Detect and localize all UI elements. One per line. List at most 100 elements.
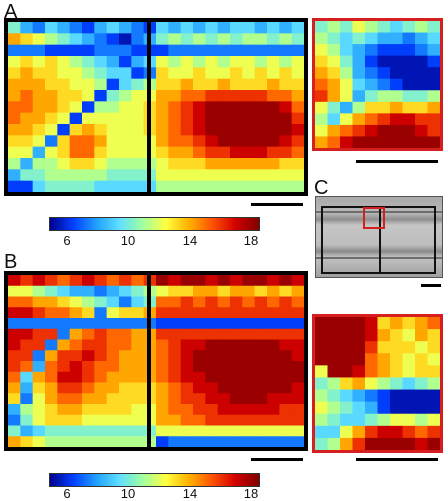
heatmap-cell [267,78,280,91]
heatmap-cell [32,361,46,373]
heatmap-cell [230,169,243,182]
heatmap-cell [427,101,440,114]
heatmap-cell [94,350,108,362]
heatmap-cell [82,158,95,170]
heatmap-cell [340,55,354,68]
heatmap-cell [242,180,256,192]
heatmap-cell [45,101,58,114]
heatmap-cell [180,328,194,341]
heatmap-cell [106,78,120,91]
heatmap-cell [254,382,268,394]
heatmap-cell [242,307,256,319]
heatmap-cell [8,135,21,148]
heatmap-cell [377,341,391,354]
heatmap-cell [32,436,46,447]
heatmap-cell [390,44,404,57]
heatmap-cell [57,414,71,427]
heatmap-cell [254,414,268,427]
heatmap-cell [168,180,182,192]
heatmap-cell [390,113,404,126]
heatmap-cell [327,136,341,148]
heatmap-cell [57,307,71,319]
heatmap-a-inset [315,21,440,148]
heatmap-cell [69,350,83,362]
heatmap-cell [32,135,46,148]
heatmap-cell [193,275,206,287]
heatmap-cell [267,33,280,46]
roi-box-divider [379,206,381,274]
heatmap-cell [45,158,58,170]
heatmap-cell [156,90,169,102]
micrograph-c [315,196,443,278]
heatmap-cell [45,56,58,68]
panel-label-b: B [4,251,18,273]
heatmap-cell [20,425,34,437]
heatmap-cell [267,124,280,136]
heatmap-cell [20,371,34,384]
heatmap-cell [20,67,34,80]
heatmap-cell [230,414,243,427]
heatmap-cell [315,317,329,330]
heatmap-cell [205,361,219,373]
heatmap-cell [193,135,206,148]
heatmap-cell [180,22,194,34]
heatmap-cell [57,275,71,287]
heatmap-cell [45,67,58,80]
heatmap-cell [352,401,366,415]
heatmap-cell [242,404,256,416]
heatmap-cell [217,135,231,148]
heatmap-a-main [8,22,304,192]
heatmap-cell [340,425,354,439]
heatmap-cell [340,101,354,114]
heatmap-cell [156,44,169,57]
heatmap-cell [390,90,404,103]
heatmap-cell [20,101,34,114]
heatmap-cell [402,425,416,439]
heatmap-cell [8,22,21,34]
heatmap-cell [57,146,71,159]
heatmap-cell [156,339,169,351]
heatmap-cell [119,180,132,192]
heatmap-cell [390,101,404,114]
heatmap-cell [32,180,46,192]
heatmap-cell [20,169,34,182]
heatmap-cell [427,389,440,403]
heatmap-cell [365,101,379,114]
heatmap-cell [291,158,304,170]
heatmap-cell [156,285,169,298]
heatmap-cell [267,307,280,319]
heatmap-cell [352,353,366,366]
heatmap-cell [57,44,71,57]
heatmap-cell [45,285,58,298]
heatmap-cell [230,393,243,405]
heatmap-cell [352,90,366,103]
heatmap-cell [106,135,120,148]
heatmap-cell [315,67,329,80]
heatmap-cell [230,382,243,394]
heatmap-cell [94,404,108,416]
heatmap-cell [427,317,440,330]
heatmap-cell [254,275,268,287]
heatmap-cell [402,90,416,103]
heatmap-cell [193,67,206,80]
heatmap-cell [230,180,243,192]
heatmap-cell [390,413,404,427]
heatmap-cell [352,67,366,80]
heatmap-cell [69,436,83,447]
heatmap-cell [279,67,293,80]
heatmap-cell [352,32,366,45]
heatmap-cell [365,401,379,415]
heatmap-cell [242,425,256,437]
heatmap-cell [205,296,219,308]
heatmap-cell [94,44,108,57]
heatmap-cell [156,425,169,437]
heatmap-cell [254,135,268,148]
heatmap-cell [119,436,132,447]
heatmap-cell [390,21,404,34]
heatmap-cell [427,377,440,391]
heatmap-cell [340,32,354,45]
heatmap-cell [230,124,243,136]
heatmap-cell [254,158,268,170]
heatmap-cell [291,361,304,373]
heatmap-cell [205,44,219,57]
